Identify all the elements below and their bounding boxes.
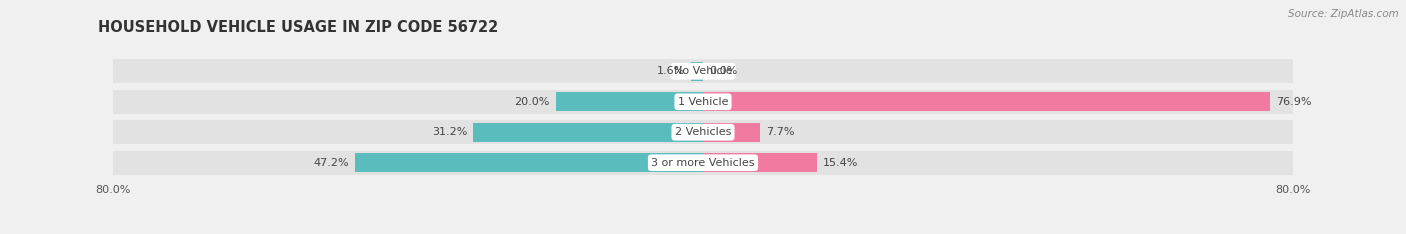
Bar bbox=[112, 150, 1294, 175]
Text: Source: ZipAtlas.com: Source: ZipAtlas.com bbox=[1288, 9, 1399, 19]
Text: 7.7%: 7.7% bbox=[766, 127, 794, 137]
Text: 15.4%: 15.4% bbox=[823, 158, 858, 168]
Bar bbox=[112, 59, 1294, 84]
Bar bbox=[703, 92, 1270, 111]
Text: 3 or more Vehicles: 3 or more Vehicles bbox=[651, 158, 755, 168]
Bar bbox=[703, 153, 817, 172]
Text: 47.2%: 47.2% bbox=[314, 158, 349, 168]
Text: 20.0%: 20.0% bbox=[515, 97, 550, 107]
Text: 1 Vehicle: 1 Vehicle bbox=[678, 97, 728, 107]
Bar bbox=[354, 153, 703, 172]
Text: 2 Vehicles: 2 Vehicles bbox=[675, 127, 731, 137]
Text: 31.2%: 31.2% bbox=[432, 127, 467, 137]
Bar bbox=[112, 90, 1294, 114]
Bar bbox=[703, 123, 759, 142]
Text: HOUSEHOLD VEHICLE USAGE IN ZIP CODE 56722: HOUSEHOLD VEHICLE USAGE IN ZIP CODE 5672… bbox=[98, 20, 499, 35]
Bar bbox=[555, 92, 703, 111]
Bar bbox=[472, 123, 703, 142]
Text: 1.6%: 1.6% bbox=[657, 66, 685, 76]
Text: 76.9%: 76.9% bbox=[1275, 97, 1312, 107]
Bar bbox=[692, 62, 703, 81]
Text: 0.0%: 0.0% bbox=[709, 66, 737, 76]
Bar bbox=[112, 120, 1294, 144]
Text: No Vehicle: No Vehicle bbox=[673, 66, 733, 76]
